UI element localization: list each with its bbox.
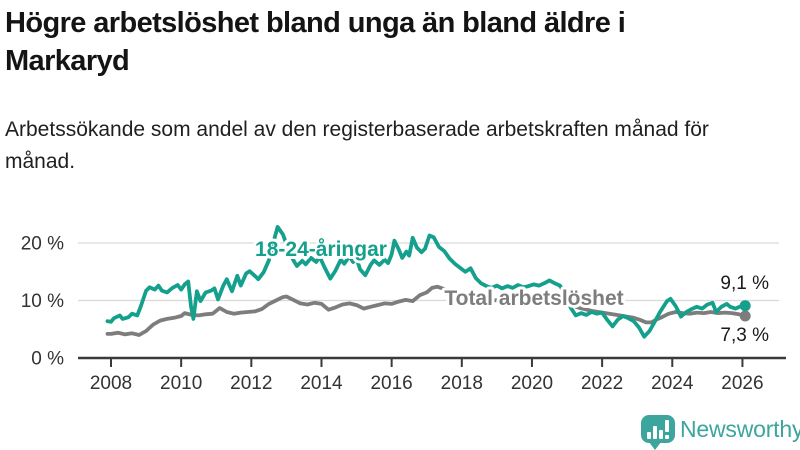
x-tick-label: 2026 bbox=[721, 373, 763, 394]
y-tick-label: 20 % bbox=[21, 234, 64, 255]
x-tick-label: 2016 bbox=[370, 373, 412, 394]
x-tick-label: 2014 bbox=[300, 373, 343, 394]
exclamation-glyph bbox=[665, 420, 669, 432]
x-axis-labels: 2008 2010 2012 2014 2016 2018 2020 2022 2024 2026 bbox=[90, 373, 764, 394]
series-label-youth: 18-24-åringar bbox=[255, 238, 387, 261]
end-dot-total bbox=[739, 310, 751, 322]
line-youth-unemployment bbox=[105, 224, 748, 339]
end-dot-youth bbox=[739, 300, 751, 312]
series-label-total: Total arbetslöshet bbox=[444, 287, 623, 310]
chart-subtitle: Arbetssökande som andel av den registerb… bbox=[5, 118, 709, 173]
end-value-youth: 9,1 % bbox=[720, 273, 769, 294]
x-axis-ticks bbox=[110, 359, 744, 367]
end-value-total: 7,3 % bbox=[720, 325, 769, 346]
x-tick-label: 2010 bbox=[160, 373, 202, 394]
x-tick-label: 2018 bbox=[441, 373, 483, 394]
y-tick-label: 0 % bbox=[31, 349, 64, 370]
newsworthy-logo: Newsworthy bbox=[641, 414, 800, 450]
x-tick-label: 2012 bbox=[230, 373, 272, 394]
x-tick-label: 2022 bbox=[581, 373, 623, 394]
x-tick-label: 2020 bbox=[511, 373, 553, 394]
y-tick-label: 10 % bbox=[21, 291, 64, 312]
newsworthy-icon bbox=[641, 415, 675, 450]
page-title: Högre arbetslöshet bland unga än bland ä… bbox=[5, 7, 626, 77]
bar-chart-glyph bbox=[647, 432, 651, 439]
x-tick-label: 2024 bbox=[651, 373, 694, 394]
x-tick-label: 2008 bbox=[90, 373, 132, 394]
line-total-unemployment bbox=[105, 284, 748, 337]
newsworthy-wordmark: Newsworthy bbox=[680, 416, 800, 442]
y-axis-labels: 0 % 10 % 20 % bbox=[21, 234, 64, 370]
